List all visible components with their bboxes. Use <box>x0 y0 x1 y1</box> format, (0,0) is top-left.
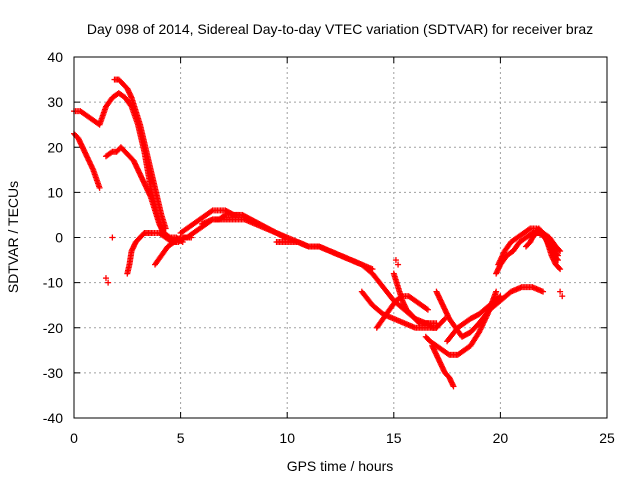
x-axis-label: GPS time / hours <box>287 458 394 474</box>
data-point <box>423 305 430 312</box>
data-point <box>493 288 500 295</box>
series-arc-a <box>71 90 186 246</box>
y-tick-label: -10 <box>43 275 63 291</box>
data-point <box>109 234 116 241</box>
x-tick-label: 20 <box>493 430 509 446</box>
y-tick-label: 0 <box>55 230 63 246</box>
series-arc-b <box>71 130 103 191</box>
series-arc-d <box>111 76 169 232</box>
y-axis-label: SDTVAR / TECUs <box>5 181 21 293</box>
data-point <box>497 293 504 300</box>
data-point <box>102 275 109 282</box>
data-point <box>557 288 564 295</box>
x-tick-label: 0 <box>70 430 78 446</box>
series-arc-n <box>429 342 457 390</box>
data-point <box>553 255 560 262</box>
series-arc-c <box>102 144 180 246</box>
data-point <box>96 184 103 191</box>
data-points <box>71 76 566 390</box>
x-tick-label: 25 <box>599 430 615 446</box>
series-arc-p <box>444 293 504 345</box>
plot-frame <box>73 56 608 419</box>
data-point <box>424 306 431 313</box>
series-arc-t <box>529 229 561 264</box>
y-tick-label: -20 <box>43 320 63 336</box>
data-point <box>221 212 228 219</box>
data-point <box>450 383 457 390</box>
data-point <box>395 261 402 268</box>
data-point <box>559 293 566 300</box>
data-point <box>556 264 563 271</box>
y-tick-label: 40 <box>47 49 63 65</box>
data-point <box>556 246 563 253</box>
data-point <box>444 350 451 357</box>
data-point <box>176 235 183 242</box>
series-arc-l <box>390 270 448 331</box>
data-point <box>496 294 503 301</box>
y-tick-labels: -40 -30 -20 -10 0 10 20 30 40 <box>43 49 63 426</box>
x-tick-label: 10 <box>279 430 295 446</box>
y-tick-label: -30 <box>43 365 63 381</box>
data-point <box>392 257 399 264</box>
chart-title: Day 098 of 2014, Sidereal Day-to-day VTE… <box>87 21 593 37</box>
data-point <box>440 316 447 323</box>
data-point <box>105 279 112 286</box>
series-arc-j <box>358 288 440 331</box>
y-tick-label: 20 <box>47 139 63 155</box>
y-tick-label: 30 <box>47 94 63 110</box>
data-point <box>557 266 564 273</box>
data-point <box>525 226 532 233</box>
x-tick-label: 5 <box>177 430 185 446</box>
series-arc-g <box>177 207 289 241</box>
data-point <box>208 208 215 215</box>
y-tick-label: 10 <box>47 184 63 200</box>
y-tick-label: -40 <box>43 410 63 426</box>
series-arc-o <box>433 284 547 340</box>
data-point <box>557 248 564 255</box>
x-tick-label: 15 <box>386 430 402 446</box>
series-arc-i <box>273 239 440 327</box>
data-point <box>540 288 547 295</box>
x-tick-labels: 0 5 10 15 20 25 <box>70 430 615 446</box>
series-outliers <box>102 234 566 300</box>
data-point <box>108 149 115 156</box>
data-point <box>554 257 561 264</box>
data-point <box>162 225 169 232</box>
